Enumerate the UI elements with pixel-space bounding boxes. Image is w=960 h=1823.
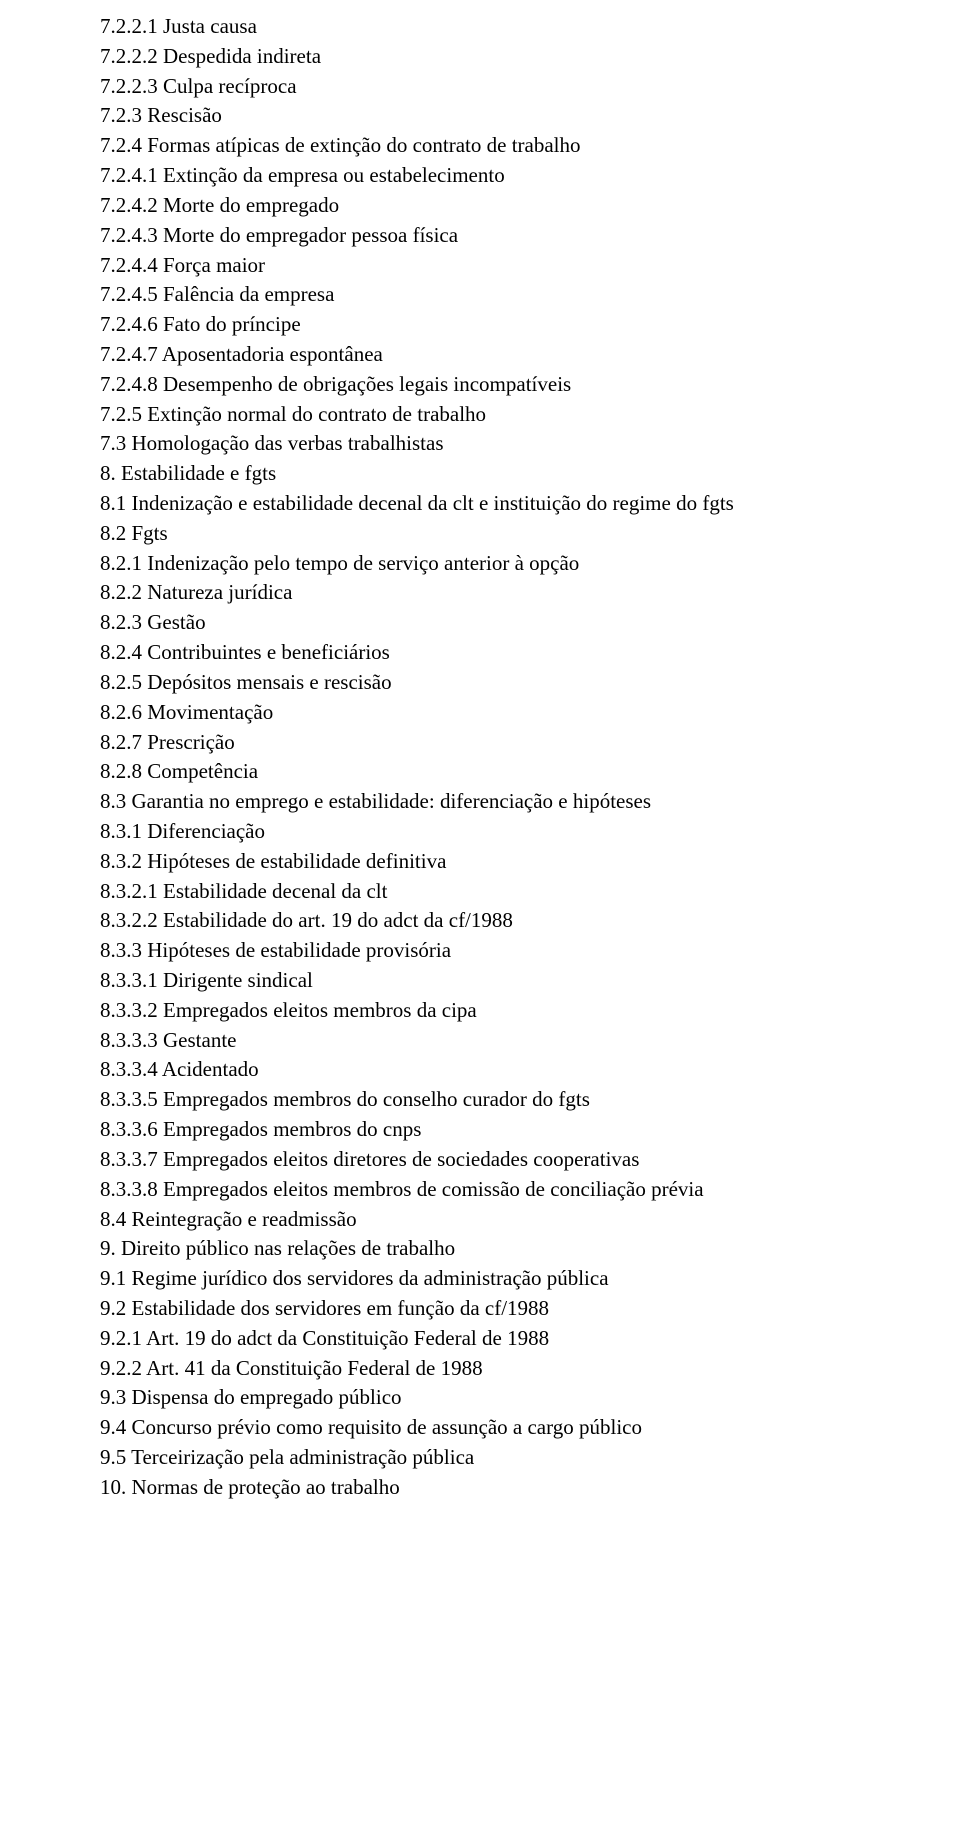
outline-line: 8.4 Reintegração e readmissão: [100, 1205, 860, 1235]
outline-line: 7.2.4.6 Fato do príncipe: [100, 310, 860, 340]
outline-line: 9.4 Concurso prévio como requisito de as…: [100, 1413, 860, 1443]
outline-line: 7.2.4.3 Morte do empregador pessoa físic…: [100, 221, 860, 251]
outline-line: 8.3.3.5 Empregados membros do conselho c…: [100, 1085, 860, 1115]
outline-line: 9.2.1 Art. 19 do adct da Constituição Fe…: [100, 1324, 860, 1354]
document-page: 7.2.2.1 Justa causa7.2.2.2 Despedida ind…: [0, 0, 960, 1543]
outline-line: 8.3.3.4 Acidentado: [100, 1055, 860, 1085]
outline-line: 8.2.4 Contribuintes e beneficiários: [100, 638, 860, 668]
outline-line: 8.3.3.1 Dirigente sindical: [100, 966, 860, 996]
outline-line: 7.2.4.4 Força maior: [100, 251, 860, 281]
outline-line: 8.2.3 Gestão: [100, 608, 860, 638]
outline-line: 9.5 Terceirização pela administração púb…: [100, 1443, 860, 1473]
outline-list: 7.2.2.1 Justa causa7.2.2.2 Despedida ind…: [100, 12, 860, 1503]
outline-line: 8.3.2 Hipóteses de estabilidade definiti…: [100, 847, 860, 877]
outline-line: 8.2 Fgts: [100, 519, 860, 549]
outline-line: 7.3 Homologação das verbas trabalhistas: [100, 429, 860, 459]
outline-line: 8.3.3 Hipóteses de estabilidade provisór…: [100, 936, 860, 966]
outline-line: 7.2.4.1 Extinção da empresa ou estabelec…: [100, 161, 860, 191]
outline-line: 8.3.3.8 Empregados eleitos membros de co…: [100, 1175, 860, 1205]
outline-line: 9.2.2 Art. 41 da Constituição Federal de…: [100, 1354, 860, 1384]
outline-line: 8.3.1 Diferenciação: [100, 817, 860, 847]
outline-line: 7.2.3 Rescisão: [100, 101, 860, 131]
outline-line: 9.2 Estabilidade dos servidores em funçã…: [100, 1294, 860, 1324]
outline-line: 8.2.2 Natureza jurídica: [100, 578, 860, 608]
outline-line: 8.3.2.2 Estabilidade do art. 19 do adct …: [100, 906, 860, 936]
outline-line: 7.2.4.5 Falência da empresa: [100, 280, 860, 310]
outline-line: 7.2.2.3 Culpa recíproca: [100, 72, 860, 102]
outline-line: 9. Direito público nas relações de traba…: [100, 1234, 860, 1264]
outline-line: 8.2.6 Movimentação: [100, 698, 860, 728]
outline-line: 8.1 Indenização e estabilidade decenal d…: [100, 489, 860, 519]
outline-line: 8.3 Garantia no emprego e estabilidade: …: [100, 787, 860, 817]
outline-line: 7.2.4.2 Morte do empregado: [100, 191, 860, 221]
outline-line: 8.3.3.6 Empregados membros do cnps: [100, 1115, 860, 1145]
outline-line: 7.2.2.1 Justa causa: [100, 12, 860, 42]
outline-line: 8.2.1 Indenização pelo tempo de serviço …: [100, 549, 860, 579]
outline-line: 8.3.3.2 Empregados eleitos membros da ci…: [100, 996, 860, 1026]
outline-line: 8.2.8 Competência: [100, 757, 860, 787]
outline-line: 10. Normas de proteção ao trabalho: [100, 1473, 860, 1503]
outline-line: 8.3.2.1 Estabilidade decenal da clt: [100, 877, 860, 907]
outline-line: 8.2.5 Depósitos mensais e rescisão: [100, 668, 860, 698]
outline-line: 7.2.4 Formas atípicas de extinção do con…: [100, 131, 860, 161]
outline-line: 7.2.2.2 Despedida indireta: [100, 42, 860, 72]
outline-line: 8.3.3.7 Empregados eleitos diretores de …: [100, 1145, 860, 1175]
outline-line: 7.2.4.8 Desempenho de obrigações legais …: [100, 370, 860, 400]
outline-line: 8.2.7 Prescrição: [100, 728, 860, 758]
outline-line: 9.3 Dispensa do empregado público: [100, 1383, 860, 1413]
outline-line: 8.3.3.3 Gestante: [100, 1026, 860, 1056]
outline-line: 7.2.4.7 Aposentadoria espontânea: [100, 340, 860, 370]
outline-line: 9.1 Regime jurídico dos servidores da ad…: [100, 1264, 860, 1294]
outline-line: 8. Estabilidade e fgts: [100, 459, 860, 489]
outline-line: 7.2.5 Extinção normal do contrato de tra…: [100, 400, 860, 430]
